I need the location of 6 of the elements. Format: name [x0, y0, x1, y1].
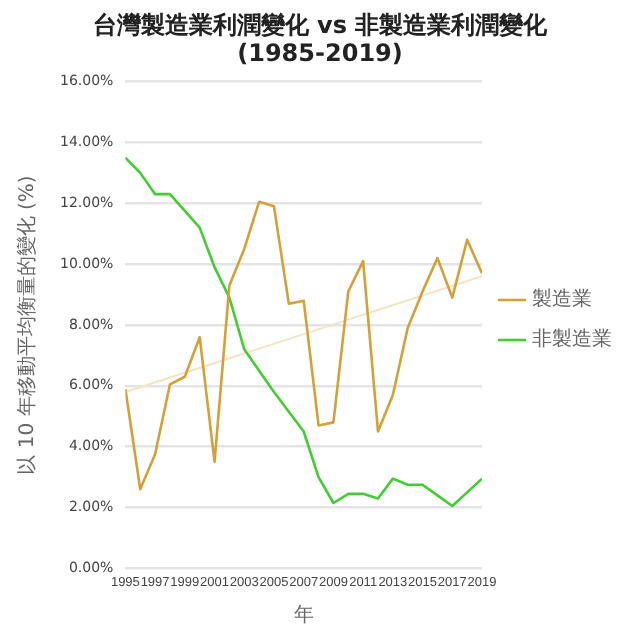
legend-label: 製造業	[532, 287, 592, 312]
chart-title: 台灣製造業利潤變化 vs 非製造業利潤變化	[92, 10, 550, 39]
y-axis-title: 以 10 年移動平均衡量的變化 (%)	[15, 175, 40, 475]
legend-label: 非製造業	[532, 327, 612, 352]
chart-subtitle: (1985-2019)	[237, 39, 403, 68]
x-axis-title: 年	[293, 603, 314, 628]
